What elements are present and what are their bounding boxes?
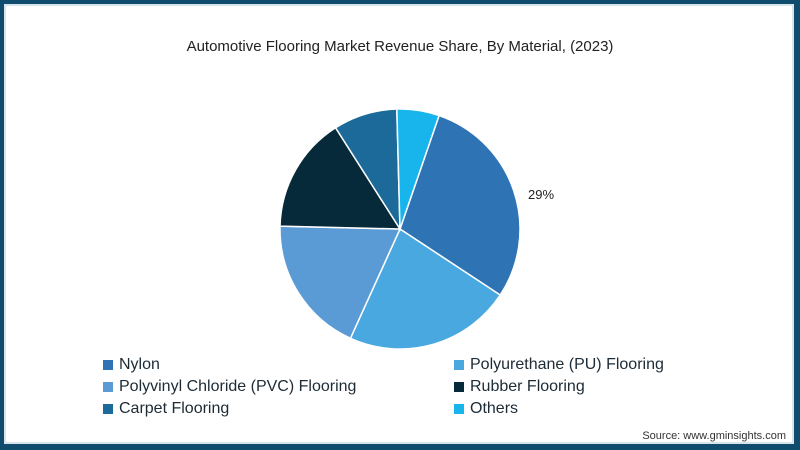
legend-swatch xyxy=(103,404,113,414)
legend-label: Polyvinyl Chloride (PVC) Flooring xyxy=(119,378,357,395)
legend-item-rubber: Rubber Flooring xyxy=(454,378,585,396)
chart-title: Automotive Flooring Market Revenue Share… xyxy=(186,38,614,55)
legend-label: Rubber Flooring xyxy=(470,378,585,395)
legend-swatch xyxy=(454,360,464,370)
legend-label: Polyurethane (PU) Flooring xyxy=(470,356,664,373)
legend-item-carpet: Carpet Flooring xyxy=(103,400,229,418)
legend-label: Others xyxy=(470,400,519,417)
legend-item-pu: Polyurethane (PU) Flooring xyxy=(454,356,664,374)
source-note: Source: www.gminsights.com xyxy=(642,430,786,442)
slice-nylon xyxy=(399,114,521,297)
legend-swatch xyxy=(454,382,464,392)
slice-pvc xyxy=(279,225,402,340)
legend-label: Carpet Flooring xyxy=(119,400,230,417)
legend-item-pvc: Polyvinyl Chloride (PVC) Flooring xyxy=(103,378,356,396)
slice-others xyxy=(396,108,441,230)
legend-item-nylon: Nylon xyxy=(103,356,160,374)
legend-label: Nylon xyxy=(119,356,160,373)
slice-rubber xyxy=(279,126,402,230)
legend-item-others: Others xyxy=(454,400,518,418)
legend-swatch xyxy=(103,382,113,392)
legend-swatch xyxy=(103,360,113,370)
nylon-percent-label: 29% xyxy=(528,187,555,202)
slice-pu xyxy=(349,227,502,350)
legend-swatch xyxy=(454,404,464,414)
